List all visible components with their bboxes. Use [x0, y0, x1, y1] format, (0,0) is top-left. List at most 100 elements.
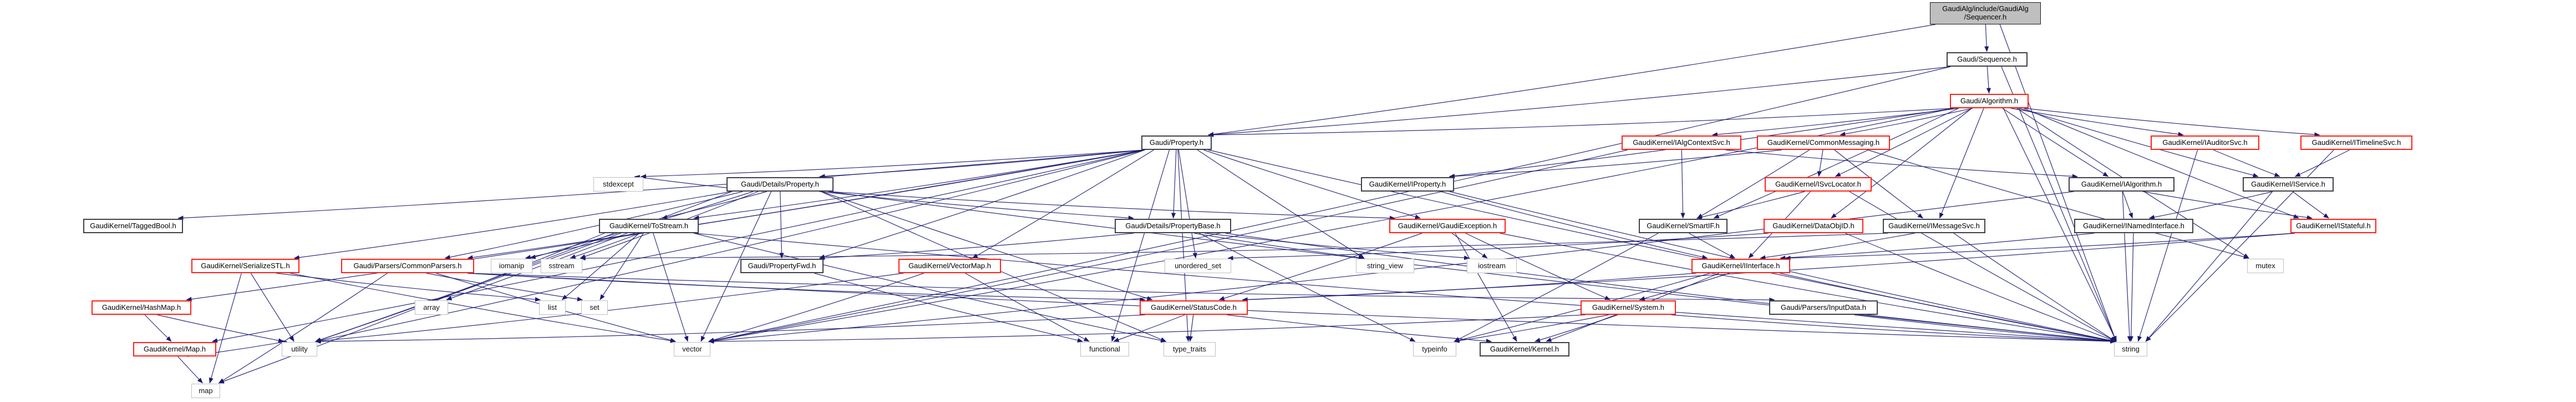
- graph-node-commonparsers[interactable]: Gaudi/Parsers/CommonParsers.h: [341, 259, 474, 273]
- graph-node-unordered_set[interactable]: unordered_set: [1165, 259, 1231, 273]
- edge-property_h-to-propertyfwd: [819, 149, 1145, 259]
- edge-algorithm-to-dataobjid: [1831, 108, 1972, 219]
- graph-node-istateful[interactable]: GaudiKernel/IStateful.h: [2290, 219, 2376, 233]
- graph-node-functional[interactable]: functional: [1080, 342, 1129, 356]
- edge-property_h-to-map_h: [212, 149, 1145, 343]
- graph-node-iproperty[interactable]: GaudiKernel/IProperty.h: [1361, 177, 1454, 192]
- edge-property_h-to-details_property: [819, 149, 1145, 179]
- edge-details_property-to-propertybase: [819, 191, 1134, 220]
- graph-node-vectormap[interactable]: GaudiKernel/VectorMap.h: [898, 259, 1001, 273]
- graph-node-list[interactable]: list: [539, 300, 566, 315]
- edge-algorithm-to-ialgorithm_h: [2002, 108, 2109, 177]
- edge-algorithm-to-property_h: [1208, 108, 1954, 137]
- graph-node-inputdata[interactable]: Gaudi/Parsers/InputData.h: [1769, 300, 1878, 315]
- graph-node-seq[interactable]: GaudiAlg/include/GaudiAlg /Sequencer.h: [1930, 2, 2041, 24]
- edge-commonmessaging-to-smartif: [1696, 149, 1810, 219]
- graph-node-serializestl[interactable]: GaudiKernel/SerializeSTL.h: [191, 259, 299, 273]
- graph-node-inamedinterface[interactable]: GaudiKernel/INamedInterface.h: [2074, 219, 2193, 233]
- edge-iinterface-to-string: [1780, 273, 2116, 343]
- edge-commonparsers-to-set: [426, 273, 583, 302]
- graph-node-algorithm[interactable]: Gaudi/Algorithm.h: [1950, 94, 2029, 108]
- edge-property_h-to-stdexcept: [641, 149, 1145, 179]
- edge-seq-to-sequence: [1984, 24, 1989, 52]
- edge-propertyfwd-to-functional: [814, 273, 1083, 343]
- graph-node-typeinfo[interactable]: typeinfo: [1413, 342, 1456, 356]
- graph-node-sequence[interactable]: Gaudi/Sequence.h: [1947, 52, 2028, 67]
- graph-node-statuscode[interactable]: GaudiKernel/StatusCode.h: [1140, 300, 1248, 315]
- edge-statuscode-to-utility: [315, 314, 1145, 344]
- graph-node-property_h[interactable]: Gaudi/Property.h: [1141, 135, 1212, 150]
- edge-iservice-to-istateful: [2292, 191, 2329, 219]
- edge-algorithm-to-itimelinesvc: [2024, 108, 2320, 137]
- graph-node-kernel[interactable]: GaudiKernel/Kernel.h: [1480, 342, 1569, 356]
- edge-system-to-kernel: [1535, 314, 1618, 343]
- graph-node-type_traits[interactable]: type_traits: [1163, 342, 1216, 356]
- edge-sequence-to-vector: [708, 66, 1951, 343]
- edge-property_h-to-string: [1208, 149, 2116, 343]
- graph-node-itimelinesvc[interactable]: GaudiKernel/ITimelineSvc.h: [2300, 135, 2412, 150]
- graph-node-iostream[interactable]: iostream: [1467, 259, 1517, 273]
- edge-ialgorithm_h-to-istateful: [2142, 191, 2313, 220]
- graph-node-commonmessaging[interactable]: GaudiKernel/CommonMessaging.h: [1757, 135, 1890, 150]
- edge-iservice-to-inamedinterface: [2148, 191, 2273, 220]
- edge-algorithm-to-isvclocator: [1835, 108, 1973, 177]
- edge-tostream-to-sstream: [570, 233, 641, 259]
- graph-node-iauditorsvc[interactable]: GaudiKernel/IAuditorSvc.h: [2151, 135, 2259, 150]
- graph-node-dataobjid[interactable]: GaudiKernel/DataObjID.h: [1764, 219, 1863, 233]
- graph-node-system[interactable]: GaudiKernel/System.h: [1581, 300, 1676, 315]
- edge-property_h-to-unordered_set: [1178, 149, 1197, 259]
- edge-isvclocator-to-smartif: [1696, 191, 1805, 219]
- edge-iinterface-to-statuscode: [1242, 273, 1696, 302]
- edge-dataobjid-to-string: [1845, 233, 2116, 342]
- graph-node-gaudiexception[interactable]: GaudiKernel/GaudiException.h: [1389, 219, 1506, 233]
- edge-details_property-to-vector: [700, 191, 772, 342]
- graph-node-hashmap[interactable]: GaudiKernel/HashMap.h: [92, 300, 191, 315]
- graph-node-imessagesvc[interactable]: GaudiKernel/IMessageSvc.h: [1883, 219, 1985, 233]
- graph-node-isvclocator[interactable]: GaudiKernel/ISvcLocator.h: [1765, 177, 1872, 192]
- graph-node-map_h[interactable]: GaudiKernel/Map.h: [133, 342, 216, 356]
- edge-details_property-to-statuscode: [821, 191, 1153, 301]
- graph-node-smartif[interactable]: GaudiKernel/SmartIF.h: [1639, 219, 1728, 233]
- edge-iauditorsvc-to-iservice: [2213, 149, 2280, 177]
- edge-system-to-string: [1671, 314, 2116, 344]
- edge-commonmessaging-to-iproperty: [1449, 149, 1782, 179]
- graph-node-sstream[interactable]: sstream: [541, 259, 582, 273]
- edge-ialgcontextsvc-to-smartif: [1680, 149, 1685, 219]
- edge-property_h-to-tostream: [693, 149, 1145, 220]
- edge-details_property-to-gaudiexception: [828, 191, 1395, 220]
- graph-node-ialgcontextsvc[interactable]: GaudiKernel/IAlgContextSvc.h: [1622, 135, 1741, 150]
- edge-commonmessaging-to-mutex: [1867, 149, 2249, 259]
- edge-smartif-to-typeinfo: [1454, 233, 1659, 342]
- graph-node-iinterface[interactable]: GaudiKernel/IInterface.h: [1691, 259, 1790, 273]
- graph-node-set[interactable]: set: [581, 300, 608, 315]
- edge-dataobjid-to-unordered_set: [1227, 233, 1769, 260]
- graph-node-taggedbool[interactable]: GaudiKernel/TaggedBool.h: [83, 219, 183, 233]
- graph-node-map[interactable]: map: [191, 384, 220, 398]
- edge-seq-to-property_h: [1208, 24, 1936, 137]
- edge-commonparsers-to-inputdata: [467, 273, 1775, 303]
- edge-imessagesvc-to-string: [1953, 233, 2116, 342]
- edge-tostream-to-string: [693, 233, 2116, 344]
- graph-node-mutex[interactable]: mutex: [2247, 259, 2284, 273]
- edge-imessagesvc-to-sstream: [580, 233, 1888, 261]
- graph-node-utility[interactable]: utility: [282, 342, 317, 356]
- graph-node-stdexcept[interactable]: stdexcept: [593, 177, 643, 192]
- graph-node-propertybase[interactable]: Gaudi/Details/PropertyBase.h: [1115, 219, 1231, 233]
- edge-commonmessaging-to-imessagesvc: [1834, 149, 1923, 219]
- edge-property_h-to-type_traits: [1177, 149, 1191, 342]
- edge-itimelinesvc-to-string: [2145, 149, 2334, 342]
- graph-node-array[interactable]: array: [415, 300, 448, 315]
- graph-node-ialgorithm_h[interactable]: GaudiKernel/IAlgorithm.h: [2069, 177, 2174, 192]
- graph-node-iservice[interactable]: GaudiKernel/IService.h: [2243, 177, 2334, 192]
- graph-node-string_view[interactable]: string_view: [1356, 259, 1414, 273]
- graph-node-tostream[interactable]: GaudiKernel/ToStream.h: [599, 219, 699, 233]
- edge-ialgcontextsvc-to-vector: [708, 149, 1628, 343]
- edge-propertybase-to-string_view: [1194, 233, 1364, 260]
- graph-node-iomanip[interactable]: iomanip: [491, 259, 532, 273]
- graph-node-propertyfwd[interactable]: Gaudi/PropertyFwd.h: [740, 259, 824, 273]
- graph-node-details_property[interactable]: Gaudi/Details/Property.h: [726, 177, 834, 192]
- edge-serializestl-to-utility: [250, 273, 294, 342]
- graph-node-vector[interactable]: vector: [674, 342, 710, 356]
- graph-node-string[interactable]: string: [2114, 342, 2147, 356]
